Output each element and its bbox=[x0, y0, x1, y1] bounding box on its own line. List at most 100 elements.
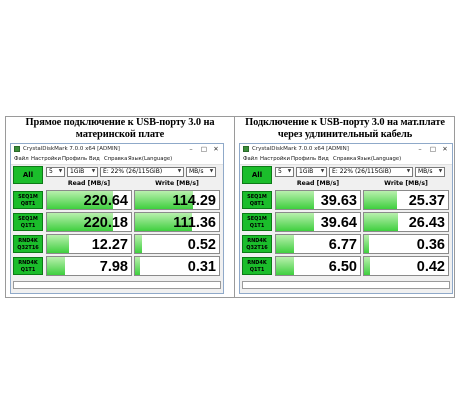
test-rnd4k-q32t16-button[interactable]: RND4K Q32T16 bbox=[242, 235, 272, 253]
result-level-bar bbox=[47, 257, 66, 275]
result-level-bar bbox=[364, 235, 370, 253]
write-result: 0.52 bbox=[134, 234, 220, 254]
test-label: Q1T1 bbox=[249, 223, 265, 229]
test-label: Q8T1 bbox=[249, 201, 265, 207]
write-result: 0.42 bbox=[363, 256, 449, 276]
select-value: MB/s bbox=[418, 168, 433, 175]
result-value: 0.31 bbox=[187, 259, 216, 275]
menu-settings[interactable]: Настройки bbox=[260, 156, 290, 162]
drive-select[interactable]: E: 22% (26/115GiB) ▼ bbox=[329, 167, 413, 177]
unit-select[interactable]: MB/s ▼ bbox=[415, 167, 445, 177]
result-level-bar bbox=[135, 257, 141, 275]
select-value: 1GiB bbox=[299, 168, 314, 175]
menu-help[interactable]: Справка bbox=[104, 156, 128, 162]
result-value: 39.64 bbox=[320, 215, 357, 231]
crystaldiskmark-window-left: CrystalDiskMark 7.0.0 x64 [ADMIN] – □ ✕ … bbox=[10, 143, 224, 294]
result-value: 6.50 bbox=[328, 259, 357, 275]
select-value: MB/s bbox=[189, 168, 204, 175]
result-level-bar bbox=[47, 191, 114, 209]
write-header: Write [MB/s] bbox=[155, 180, 199, 187]
select-value: E: 22% (26/115GiB) bbox=[103, 168, 163, 175]
write-result: 0.36 bbox=[363, 234, 449, 254]
write-result: 111.36 bbox=[134, 212, 220, 232]
close-button[interactable]: ✕ bbox=[442, 145, 448, 153]
minimize-button[interactable]: – bbox=[189, 145, 193, 153]
menu-language[interactable]: Язык(Language) bbox=[128, 156, 173, 162]
count-select[interactable]: 5 ▼ bbox=[275, 167, 294, 177]
result-value: 26.43 bbox=[408, 215, 445, 231]
menu-view[interactable]: Вид bbox=[89, 156, 100, 162]
write-result: 114.29 bbox=[134, 190, 220, 210]
result-level-bar bbox=[276, 213, 314, 231]
write-result: 25.37 bbox=[363, 190, 449, 210]
size-select[interactable]: 1GiB ▼ bbox=[296, 167, 327, 177]
size-select[interactable]: 1GiB ▼ bbox=[67, 167, 98, 177]
result-level-bar bbox=[364, 257, 370, 275]
test-seq1m-q8t1-button[interactable]: SEQ1M Q8T1 bbox=[13, 191, 43, 209]
select-value: E: 22% (26/115GiB) bbox=[332, 168, 392, 175]
test-label: Q1T1 bbox=[249, 267, 265, 273]
test-label: RND4K bbox=[18, 238, 38, 244]
unit-select[interactable]: MB/s ▼ bbox=[186, 167, 216, 177]
result-value: 7.98 bbox=[99, 259, 128, 275]
test-label: SEQ1M bbox=[247, 194, 267, 200]
test-label: RND4K bbox=[247, 238, 267, 244]
select-value: 5 bbox=[49, 168, 53, 175]
comment-field[interactable] bbox=[242, 281, 450, 289]
menu-file[interactable]: Файл bbox=[14, 156, 29, 162]
read-result: 39.63 bbox=[275, 190, 361, 210]
result-value: 25.37 bbox=[408, 193, 445, 209]
close-button[interactable]: ✕ bbox=[213, 145, 219, 153]
result-level-bar bbox=[135, 213, 193, 231]
result-level-bar bbox=[47, 213, 113, 231]
test-label: Q32T16 bbox=[246, 245, 268, 251]
menu-language[interactable]: Язык(Language) bbox=[357, 156, 402, 162]
chevron-down-icon: ▼ bbox=[438, 169, 443, 174]
menu-profile[interactable]: Профиль bbox=[291, 156, 317, 162]
read-result: 220.18 bbox=[46, 212, 132, 232]
test-label: Q1T1 bbox=[20, 223, 36, 229]
read-result: 12.27 bbox=[46, 234, 132, 254]
all-button[interactable]: All bbox=[13, 166, 43, 184]
test-rnd4k-q32t16-button[interactable]: RND4K Q32T16 bbox=[13, 235, 43, 253]
all-button[interactable]: All bbox=[242, 166, 272, 184]
test-seq1m-q8t1-button[interactable]: SEQ1M Q8T1 bbox=[242, 191, 272, 209]
result-level-bar bbox=[364, 191, 397, 209]
menu-view[interactable]: Вид bbox=[318, 156, 329, 162]
minimize-button[interactable]: – bbox=[418, 145, 422, 153]
maximize-button[interactable]: □ bbox=[200, 145, 208, 153]
drive-select[interactable]: E: 22% (26/115GiB) ▼ bbox=[100, 167, 184, 177]
write-result: 0.31 bbox=[134, 256, 220, 276]
test-label: SEQ1M bbox=[18, 194, 38, 200]
comment-field[interactable] bbox=[13, 281, 221, 289]
test-seq1m-q1t1-button[interactable]: SEQ1M Q1T1 bbox=[13, 213, 43, 231]
maximize-button[interactable]: □ bbox=[429, 145, 437, 153]
test-rnd4k-q1t1-button[interactable]: RND4K Q1T1 bbox=[13, 257, 43, 275]
menu-file[interactable]: Файл bbox=[243, 156, 258, 162]
menu-bar: Файл Настройки Профиль Вид Справка Язык(… bbox=[240, 155, 452, 165]
read-header: Read [MB/s] bbox=[296, 180, 340, 187]
read-header: Read [MB/s] bbox=[67, 180, 111, 187]
result-value: 111.36 bbox=[173, 215, 216, 231]
select-value: 5 bbox=[278, 168, 282, 175]
chevron-down-icon: ▼ bbox=[287, 169, 292, 174]
left-caption: Прямое подключение к USB-порту 3.0 на ма… bbox=[25, 117, 215, 140]
count-select[interactable]: 5 ▼ bbox=[46, 167, 65, 177]
read-result: 6.77 bbox=[275, 234, 361, 254]
result-level-bar bbox=[364, 213, 398, 231]
menu-bar: Файл Настройки Профиль Вид Справка Язык(… bbox=[11, 155, 223, 165]
menu-profile[interactable]: Профиль bbox=[62, 156, 88, 162]
app-icon bbox=[14, 146, 20, 152]
title-bar: CrystalDiskMark 7.0.0 x64 [ADMIN] – □ ✕ bbox=[240, 144, 452, 155]
read-result: 7.98 bbox=[46, 256, 132, 276]
test-rnd4k-q1t1-button[interactable]: RND4K Q1T1 bbox=[242, 257, 272, 275]
app-icon bbox=[243, 146, 249, 152]
result-value: 39.63 bbox=[320, 193, 357, 209]
window-title: CrystalDiskMark 7.0.0 x64 [ADMIN] bbox=[252, 146, 349, 152]
menu-settings[interactable]: Настройки bbox=[31, 156, 61, 162]
test-seq1m-q1t1-button[interactable]: SEQ1M Q1T1 bbox=[242, 213, 272, 231]
chevron-down-icon: ▼ bbox=[58, 169, 63, 174]
result-level-bar bbox=[276, 191, 314, 209]
menu-help[interactable]: Справка bbox=[333, 156, 357, 162]
column-divider bbox=[234, 116, 235, 298]
